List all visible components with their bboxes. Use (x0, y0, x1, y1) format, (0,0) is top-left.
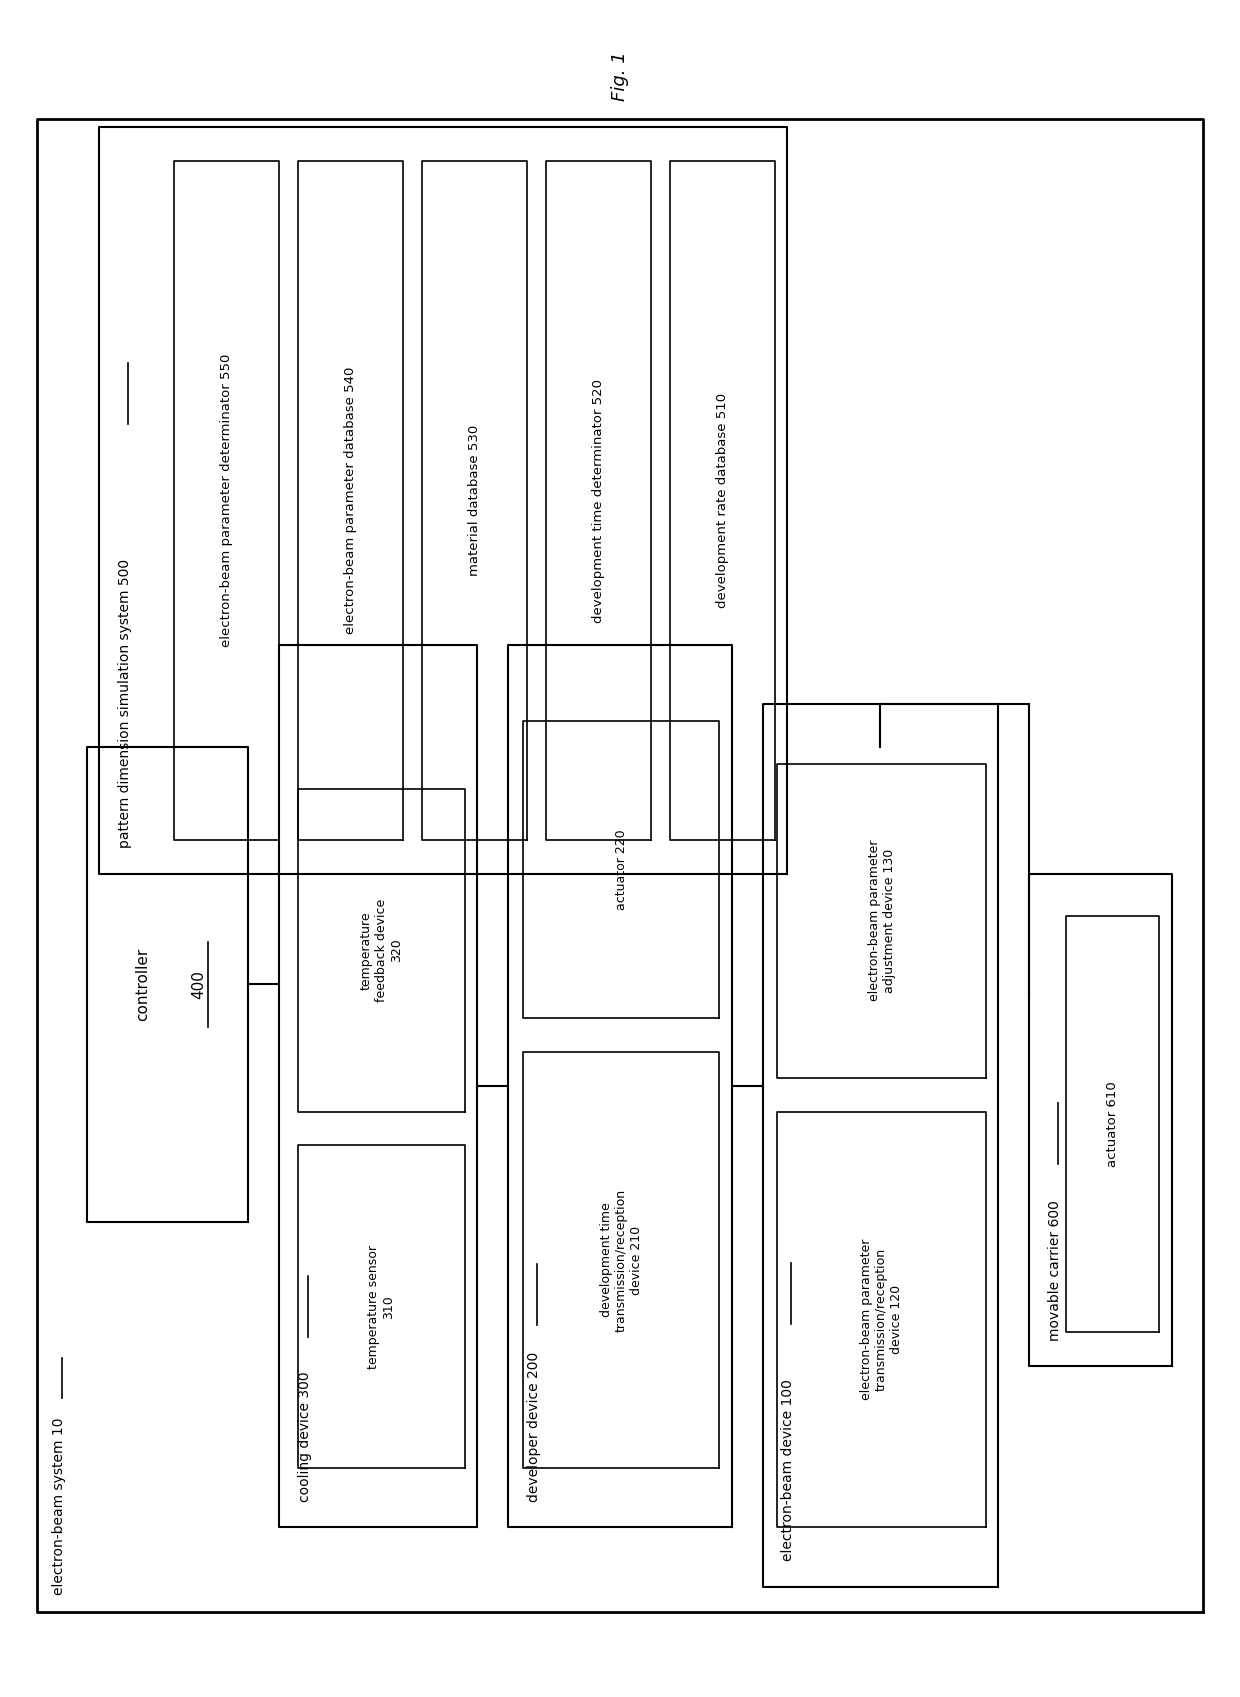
Text: Fig. 1: Fig. 1 (611, 51, 629, 102)
Text: developer device 200: developer device 200 (527, 1351, 541, 1502)
Text: 400: 400 (191, 969, 206, 1000)
Text: development time determinator 520: development time determinator 520 (591, 378, 605, 623)
Text: electron-beam parameter
adjustment device 130: electron-beam parameter adjustment devic… (868, 840, 895, 1001)
Polygon shape (174, 161, 279, 840)
Polygon shape (777, 764, 986, 1078)
Text: electron-beam system 10: electron-beam system 10 (52, 1417, 66, 1595)
Text: movable carrier 600: movable carrier 600 (1048, 1200, 1061, 1341)
Polygon shape (777, 1112, 986, 1527)
Text: electron-beam parameter determinator 550: electron-beam parameter determinator 550 (219, 355, 233, 647)
Polygon shape (87, 747, 248, 1222)
Text: material database 530: material database 530 (467, 424, 481, 577)
Text: electron-beam device 100: electron-beam device 100 (781, 1380, 795, 1561)
Text: development time
transmission/reception
device 210: development time transmission/reception … (600, 1188, 642, 1332)
Polygon shape (99, 127, 787, 874)
Polygon shape (298, 161, 403, 840)
Text: development rate database 510: development rate database 510 (715, 394, 729, 608)
Polygon shape (670, 161, 775, 840)
Polygon shape (37, 119, 1203, 1612)
Polygon shape (523, 1052, 719, 1468)
Polygon shape (298, 1145, 465, 1468)
Text: pattern dimension simulation system 500: pattern dimension simulation system 500 (118, 560, 131, 848)
Text: temperature
feedback device
320: temperature feedback device 320 (360, 899, 403, 1001)
Text: controller: controller (135, 947, 150, 1022)
Polygon shape (1029, 874, 1172, 1366)
Polygon shape (523, 721, 719, 1018)
Text: temperature sensor
310: temperature sensor 310 (367, 1244, 396, 1369)
Text: electron-beam parameter database 540: electron-beam parameter database 540 (343, 367, 357, 635)
Text: electron-beam parameter
transmission/reception
device 120: electron-beam parameter transmission/rec… (861, 1239, 903, 1400)
Polygon shape (298, 789, 465, 1112)
Polygon shape (422, 161, 527, 840)
Polygon shape (546, 161, 651, 840)
Polygon shape (279, 645, 477, 1527)
Text: cooling device 300: cooling device 300 (298, 1371, 311, 1502)
Text: actuator 610: actuator 610 (1106, 1081, 1120, 1168)
Polygon shape (508, 645, 732, 1527)
Polygon shape (763, 704, 998, 1587)
Polygon shape (1066, 916, 1159, 1332)
Text: actuator 220: actuator 220 (615, 830, 627, 910)
